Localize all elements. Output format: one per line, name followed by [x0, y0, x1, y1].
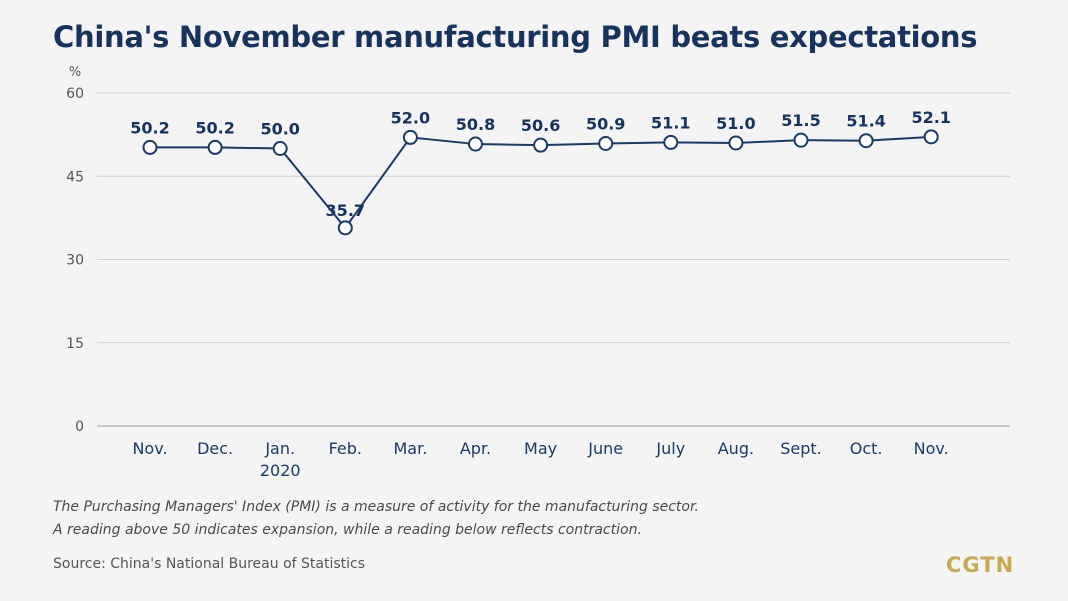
x-tick-label: Feb. — [329, 439, 362, 458]
x-tick-label: Mar. — [393, 439, 427, 458]
x-tick-label: July — [655, 439, 685, 458]
data-point — [402, 129, 418, 145]
data-label: 51.1 — [651, 113, 690, 132]
data-point — [142, 139, 158, 155]
data-label: 35.7 — [326, 201, 365, 220]
data-label: 50.2 — [130, 118, 169, 137]
line-chart: % 0 15 30 45 60 Nov. Dec. Jan. 2020 Feb. Mar. Apr. Ma… — [66, 65, 1010, 480]
x-tick-label: Nov. — [914, 439, 949, 458]
x-tick-label: Aug. — [718, 439, 754, 458]
data-point — [923, 129, 939, 145]
x-tick-label: Sept. — [780, 439, 822, 458]
y-tick-label: 45 — [66, 169, 84, 185]
data-label: 51.4 — [846, 112, 885, 131]
data-label: 51.0 — [716, 114, 755, 133]
data-label: 50.8 — [456, 115, 495, 134]
x-tick-label: Dec. — [197, 439, 233, 458]
definition-note: The Purchasing Managers' Index (PMI) is … — [53, 499, 699, 515]
data-label: 50.9 — [586, 115, 625, 134]
chart-title: China's November manufacturing PMI beats… — [53, 20, 978, 54]
x-tick-label: June — [587, 439, 623, 458]
data-label: 52.1 — [911, 108, 950, 127]
data-point — [858, 133, 874, 149]
data-point — [663, 134, 679, 150]
y-tick-label: 30 — [66, 253, 84, 269]
cgtn-logo: CGTN — [946, 553, 1015, 577]
data-point — [533, 137, 549, 153]
x-tick-label: Jan. — [264, 439, 295, 458]
data-label: 50.2 — [195, 118, 234, 137]
data-point — [468, 136, 483, 152]
x-tick-label: Apr. — [460, 439, 491, 458]
y-tick-label: 0 — [75, 419, 84, 435]
data-label: 50.6 — [521, 116, 560, 135]
x-tick-label: Oct. — [850, 439, 883, 458]
y-axis-unit-label: % — [69, 65, 81, 80]
data-point — [793, 132, 809, 148]
data-point — [272, 141, 288, 156]
y-tick-label: 15 — [66, 336, 84, 352]
data-label: 51.5 — [781, 111, 820, 130]
data-point — [337, 220, 353, 236]
threshold-note: A reading above 50 indicates expansion, … — [53, 522, 642, 538]
data-point — [728, 135, 744, 151]
x-tick-label: Nov. — [132, 439, 167, 458]
x-tick-label: 2020 — [260, 461, 301, 480]
data-point — [598, 136, 614, 152]
y-tick-label: 60 — [66, 86, 84, 102]
x-tick-label: May — [524, 439, 557, 458]
data-point — [207, 139, 223, 155]
source-credit: Source: China's National Bureau of Stati… — [53, 556, 366, 572]
data-label: 52.0 — [391, 108, 430, 127]
data-label: 50.0 — [260, 120, 299, 139]
